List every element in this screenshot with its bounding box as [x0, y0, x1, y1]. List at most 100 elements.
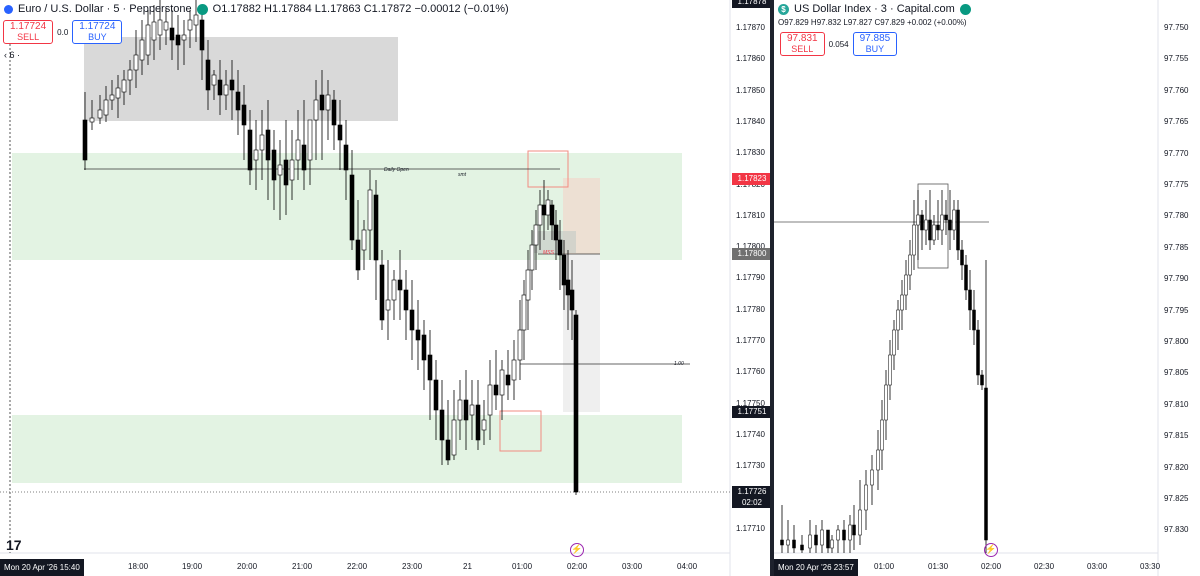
dxy-price-label: 97.770 [1164, 148, 1189, 158]
candle-body [908, 254, 912, 276]
candle-body [145, 24, 151, 56]
candle-body [307, 119, 313, 161]
dxy-time-label: 03:00 [1087, 562, 1108, 571]
candle-body [271, 149, 277, 181]
candle-body [175, 34, 181, 46]
candle-body [193, 14, 199, 26]
candle-body [433, 379, 439, 411]
eurusd-price-label: 1.17800 [736, 242, 765, 252]
candle-body [892, 329, 896, 356]
sell-button[interactable]: 1.17724 SELL [3, 20, 54, 44]
dxy-price-label: 97.775 [1164, 180, 1189, 189]
candle-body [289, 159, 295, 181]
eurusd-time-label: 22:00 [347, 562, 368, 571]
candle-body [487, 384, 493, 416]
dxy-time-label: 03:30 [1140, 562, 1161, 571]
current-price-tag: 1.17726 02:02 [732, 486, 770, 508]
candle-body [896, 309, 900, 331]
mss-label: MSS [543, 250, 554, 256]
candle-body [826, 529, 830, 549]
candle-body [373, 194, 379, 261]
eurusd-time-label: 21:00 [292, 562, 313, 571]
bar-countdown: 02:02 [741, 498, 763, 507]
market-status-icon [196, 3, 208, 15]
candle-body [830, 539, 834, 549]
candle-body [89, 117, 95, 123]
buy-button[interactable]: 1.17724 BUY [72, 20, 123, 44]
sell-button[interactable]: 97.831 SELL [780, 32, 825, 56]
buy-button[interactable]: 97.885 BUY [852, 32, 898, 56]
eurusd-flag-icon [4, 4, 13, 14]
candle-body [808, 534, 812, 549]
candle-body [984, 387, 988, 541]
candle-body [445, 439, 451, 461]
eurusd-price-label: 1.17790 [736, 273, 765, 283]
candle-body [343, 144, 349, 171]
candle-body [956, 209, 960, 251]
spread-value: 0.054 [828, 40, 849, 49]
candle-body [181, 34, 187, 41]
eurusd-price-label: 1.17710 [736, 523, 765, 533]
candle-body [852, 524, 856, 536]
lightning-icon[interactable]: ⚡ [570, 543, 584, 557]
eurusd-price-label: 1.17740 [736, 429, 765, 439]
dxy-time-label: 02:00 [981, 562, 1002, 571]
eurusd-time-label: 23:00 [402, 562, 423, 571]
dxy-cursor-time: Mon 20 Apr '26 23:57 [774, 559, 858, 576]
candle-body [259, 134, 265, 151]
tradingview-logo[interactable]: 17 [6, 537, 22, 553]
candle-body [265, 129, 271, 161]
candle-body [337, 124, 343, 141]
candle-body [157, 19, 163, 36]
entry-box [499, 410, 542, 452]
candle-body [199, 19, 205, 51]
candle-body [481, 419, 487, 431]
lightning-icon[interactable]: ⚡ [984, 543, 998, 557]
eurusd-symbol-title[interactable]: Euro / U.S. Dollar · 5 · Pepperstone [18, 3, 192, 15]
eurusd-chart[interactable] [0, 0, 770, 576]
candle-body [836, 529, 840, 541]
candle-body [780, 539, 784, 546]
dxy-chart-pane[interactable]: $ US Dollar Index · 3 · Capital.com O97.… [774, 0, 1200, 576]
dxy-price-label: 97.815 [1164, 431, 1189, 441]
eurusd-price-label: 1.17780 [736, 304, 765, 314]
candle-body [295, 139, 301, 161]
candle-body [814, 534, 818, 546]
candle-body [277, 164, 283, 176]
candle-body [367, 189, 373, 231]
eurusd-chart-pane[interactable]: Euro / U.S. Dollar · 5 · Pepperstone O1.… [0, 0, 770, 576]
dxy-price-label: 97.760 [1164, 85, 1189, 95]
pane-divider[interactable] [770, 0, 774, 576]
eurusd-price-label: 1.17850 [736, 85, 765, 95]
candle-body [529, 244, 535, 271]
candle-body [421, 334, 427, 361]
dxy-chart[interactable] [774, 0, 1200, 576]
dxy-symbol-title[interactable]: US Dollar Index · 3 · Capital.com [794, 3, 955, 15]
eurusd-price-label: 1.17730 [736, 461, 765, 471]
candle-body [884, 384, 888, 421]
smt-label: smt [458, 172, 467, 178]
dxy-price-label: 97.820 [1164, 462, 1189, 472]
daily-open-label: Daily Open [384, 167, 409, 173]
candle-body [331, 99, 337, 126]
dxy-price-label: 97.795 [1164, 305, 1189, 315]
dxy-ohlc: O97.829 H97.832 L97.827 C97.829 +0.002 (… [778, 18, 967, 27]
candle-body [848, 524, 852, 541]
eurusd-time-label: 19:00 [182, 562, 203, 571]
candle-body [521, 294, 527, 331]
dxy-price-label: 97.800 [1164, 337, 1189, 346]
mss-zone [532, 231, 576, 253]
candle-body [283, 159, 289, 186]
candle-body [409, 309, 415, 331]
high-price-tag: 1.17823 [732, 173, 770, 185]
dxy-trade-panel: 97.831 SELL 0.054 97.885 BUY [780, 32, 898, 56]
candle-body [385, 299, 391, 311]
last-level-tag: 1.17751 [732, 406, 770, 418]
candle-body [253, 149, 259, 161]
indicators-toggle[interactable]: ‹ 6 · [4, 50, 21, 60]
candle-body [525, 269, 531, 301]
candle-body [980, 374, 984, 386]
candle-body [964, 264, 968, 291]
candle-body [842, 529, 846, 541]
candle-body [505, 374, 511, 386]
